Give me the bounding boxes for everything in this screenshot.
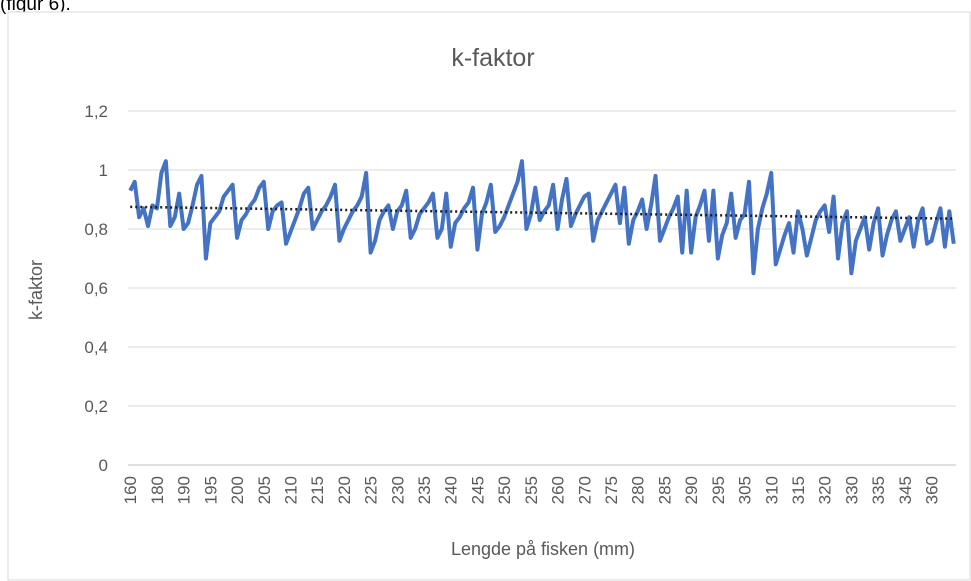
x-tick-label: 245 xyxy=(468,476,487,504)
x-tick-label: 180 xyxy=(148,476,167,504)
y-tick-label: 0,2 xyxy=(84,397,108,416)
x-tick-label: 160 xyxy=(121,476,140,504)
x-tick-label: 255 xyxy=(522,476,541,504)
x-tick-label: 195 xyxy=(201,476,220,504)
y-tick-label: 1,2 xyxy=(84,102,108,121)
y-tick-label: 0,6 xyxy=(84,279,108,298)
x-tick-label: 330 xyxy=(842,476,861,504)
x-tick-label: 250 xyxy=(495,476,514,504)
x-tick-label: 190 xyxy=(175,476,194,504)
x-tick-label: 205 xyxy=(255,476,274,504)
x-tick-label: 215 xyxy=(308,476,327,504)
x-tick-label: 260 xyxy=(549,476,568,504)
y-axis-title: k-faktor xyxy=(26,260,46,320)
caption: (figur 6). xyxy=(0,0,71,15)
y-tick-label: 0,4 xyxy=(84,338,108,357)
x-tick-label: 210 xyxy=(281,476,300,504)
chart-title: k-faktor xyxy=(451,44,534,72)
x-tick-label: 235 xyxy=(415,476,434,504)
data-line xyxy=(128,159,956,276)
x-axis-title: Lengde på fisken (mm) xyxy=(451,539,635,559)
x-tick-label: 335 xyxy=(869,476,888,504)
x-tick-label: 220 xyxy=(335,476,354,504)
x-tick-label: 240 xyxy=(442,476,461,504)
x-tick-label: 320 xyxy=(816,476,835,504)
x-tick-label: 305 xyxy=(736,476,755,504)
x-tick-label: 275 xyxy=(602,476,621,504)
x-tick-label: 230 xyxy=(388,476,407,504)
trendline xyxy=(130,205,954,220)
x-tick-label: 295 xyxy=(709,476,728,504)
x-tick-label: 200 xyxy=(228,476,247,504)
y-tick-label: 0 xyxy=(99,456,108,475)
x-tick-label: 315 xyxy=(789,476,808,504)
x-tick-label: 270 xyxy=(575,476,594,504)
y-tick-label: 1 xyxy=(99,161,108,180)
x-tick-label: 290 xyxy=(682,476,701,504)
x-tick-label: 360 xyxy=(923,476,942,504)
x-tick-label: 345 xyxy=(896,476,915,504)
x-tick-label: 285 xyxy=(655,476,674,504)
chart-border xyxy=(7,11,971,581)
x-tick-label: 310 xyxy=(762,476,781,504)
y-tick-label: 0,8 xyxy=(84,220,108,239)
x-tick-label: 280 xyxy=(629,476,648,504)
x-tick-label: 225 xyxy=(362,476,381,504)
